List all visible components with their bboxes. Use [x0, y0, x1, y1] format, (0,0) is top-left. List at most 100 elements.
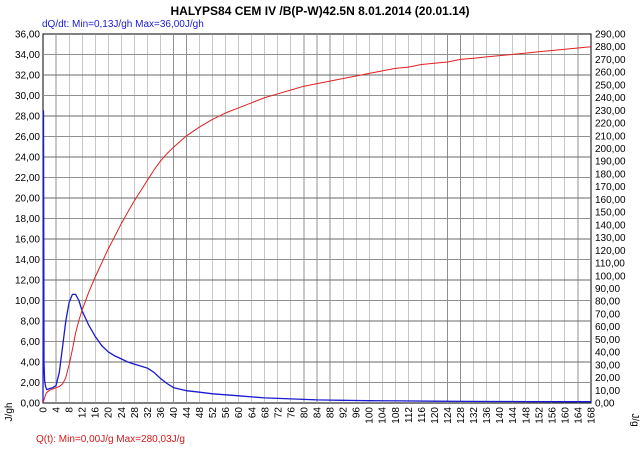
x-tick-label: 120 [430, 407, 441, 424]
y-right-tick-label: 260,00 [595, 68, 626, 79]
y-left-tick-label: 16,00 [15, 235, 40, 246]
y-left-tick-label: 20,00 [15, 194, 40, 205]
x-tick-label: 72 [273, 407, 284, 419]
y-right-tick-label: 240,00 [595, 93, 626, 104]
x-tick-label: 28 [130, 407, 141, 419]
grid [43, 34, 591, 403]
y-right-tick-label: 220,00 [595, 119, 626, 130]
x-tick-label: 8 [65, 407, 76, 413]
y-left-tick-label: 14,00 [15, 255, 40, 266]
y-left-tick-label: 4,00 [21, 358, 41, 369]
y-right-tick-label: 210,00 [595, 131, 626, 142]
tick-labels: 0 4 8 12 16 20 24 28 32 36 40 44 48 52 56 60 64 68 72 76 80 8… [15, 30, 626, 424]
y-right-tick-label: 270,00 [595, 55, 626, 66]
y-right-tick-label: 200,00 [595, 144, 626, 155]
y-left-tick-label: 30,00 [15, 91, 40, 102]
x-tick-label: 36 [156, 407, 167, 419]
y-right-tick-label: 230,00 [595, 106, 626, 117]
right-axis-unit: J/g [629, 413, 640, 426]
x-tick-label: 4 [52, 407, 63, 413]
y-right-tick-label: 70,00 [595, 309, 620, 320]
y-left-tick-label: 36,00 [15, 30, 40, 41]
x-tick-label: 40 [169, 407, 180, 419]
y-right-tick-label: 250,00 [595, 80, 626, 91]
x-tick-label: 156 [547, 407, 558, 424]
x-tick-label: 104 [378, 407, 389, 424]
x-tick-label: 52 [208, 407, 219, 419]
chart-title: HALYPS84 CEM IV /B(P-W)42.5N 8.01.2014 (… [170, 4, 469, 18]
left-axis-unit: J/gh [4, 403, 15, 422]
y-right-tick-label: 110,00 [595, 259, 625, 270]
x-tick-label: 76 [286, 407, 297, 419]
y-right-tick-label: 150,00 [595, 208, 626, 219]
x-tick-label: 140 [495, 407, 506, 424]
y-right-tick-label: 160,00 [595, 195, 626, 206]
x-tick-label: 96 [352, 407, 363, 419]
x-tick-label: 60 [234, 407, 245, 419]
y-right-tick-label: 20,00 [595, 373, 620, 384]
y-left-tick-label: 22,00 [15, 173, 40, 184]
y-left-tick-label: 6,00 [21, 337, 41, 348]
y-left-tick-label: 0,00 [21, 399, 41, 410]
series-layer [42, 46, 592, 404]
y-right-tick-label: 180,00 [595, 169, 626, 180]
y-right-tick-label: 170,00 [595, 182, 626, 193]
x-tick-label: 116 [417, 407, 428, 423]
y-left-tick-label: 28,00 [15, 112, 40, 123]
x-tick-label: 108 [391, 407, 402, 424]
y-right-tick-label: 280,00 [595, 42, 626, 53]
x-tick-label: 136 [482, 407, 493, 424]
y-right-tick-label: 80,00 [595, 297, 620, 308]
cumulative-heat-line [42, 46, 592, 404]
x-tick-label: 48 [195, 407, 206, 419]
y-right-tick-label: 60,00 [595, 322, 620, 333]
x-tick-label: 160 [560, 407, 571, 424]
x-tick-label: 20 [104, 407, 115, 419]
y-right-tick-label: 30,00 [595, 360, 620, 371]
y-right-tick-label: 290,00 [595, 30, 626, 41]
x-tick-label: 16 [91, 407, 102, 419]
y-right-tick-label: 120,00 [595, 246, 626, 257]
heat-flow-stats: dQ/dt: Min=0,13J/gh Max=36,00J/gh [42, 19, 204, 30]
x-tick-label: 88 [326, 407, 337, 419]
y-right-tick-label: 100,00 [595, 271, 626, 282]
x-tick-label: 56 [221, 407, 232, 419]
x-tick-label: 24 [117, 407, 128, 419]
cumulative-heat-stats: Q(t): Min=0,00J/g Max=280,03J/g [36, 434, 185, 445]
y-right-tick-label: 130,00 [595, 233, 626, 244]
x-tick-label: 152 [534, 407, 545, 424]
x-tick-label: 132 [469, 407, 480, 424]
y-left-tick-label: 8,00 [21, 317, 41, 328]
x-tick-label: 68 [260, 407, 271, 419]
x-tick-label: 164 [573, 407, 584, 424]
y-right-tick-label: 10,00 [595, 386, 620, 397]
y-right-tick-label: 140,00 [595, 220, 626, 231]
x-tick-label: 148 [521, 407, 532, 424]
y-left-tick-label: 12,00 [15, 276, 40, 287]
heat-flow-line [42, 110, 591, 404]
y-right-tick-label: 190,00 [595, 157, 626, 168]
y-left-tick-label: 10,00 [15, 296, 40, 307]
x-tick-label: 0 [39, 407, 50, 413]
y-left-tick-label: 32,00 [15, 71, 40, 82]
y-right-tick-label: 0,00 [595, 399, 615, 410]
x-tick-label: 112 [404, 407, 415, 423]
x-tick-label: 128 [456, 407, 467, 424]
x-tick-label: 64 [247, 407, 258, 419]
x-tick-label: 100 [365, 407, 376, 424]
y-right-tick-label: 40,00 [595, 348, 620, 359]
x-tick-label: 44 [182, 407, 193, 419]
x-tick-label: 124 [443, 407, 454, 424]
x-tick-label: 144 [508, 407, 519, 424]
x-tick-label: 92 [339, 407, 350, 419]
y-left-tick-label: 18,00 [15, 214, 40, 225]
x-tick-label: 12 [78, 407, 89, 419]
y-right-tick-label: 90,00 [595, 284, 620, 295]
y-left-tick-label: 26,00 [15, 132, 40, 143]
x-tick-label: 84 [313, 407, 324, 419]
y-left-tick-label: 2,00 [21, 378, 41, 389]
y-left-tick-label: 24,00 [15, 153, 40, 164]
x-tick-label: 168 [587, 407, 598, 424]
